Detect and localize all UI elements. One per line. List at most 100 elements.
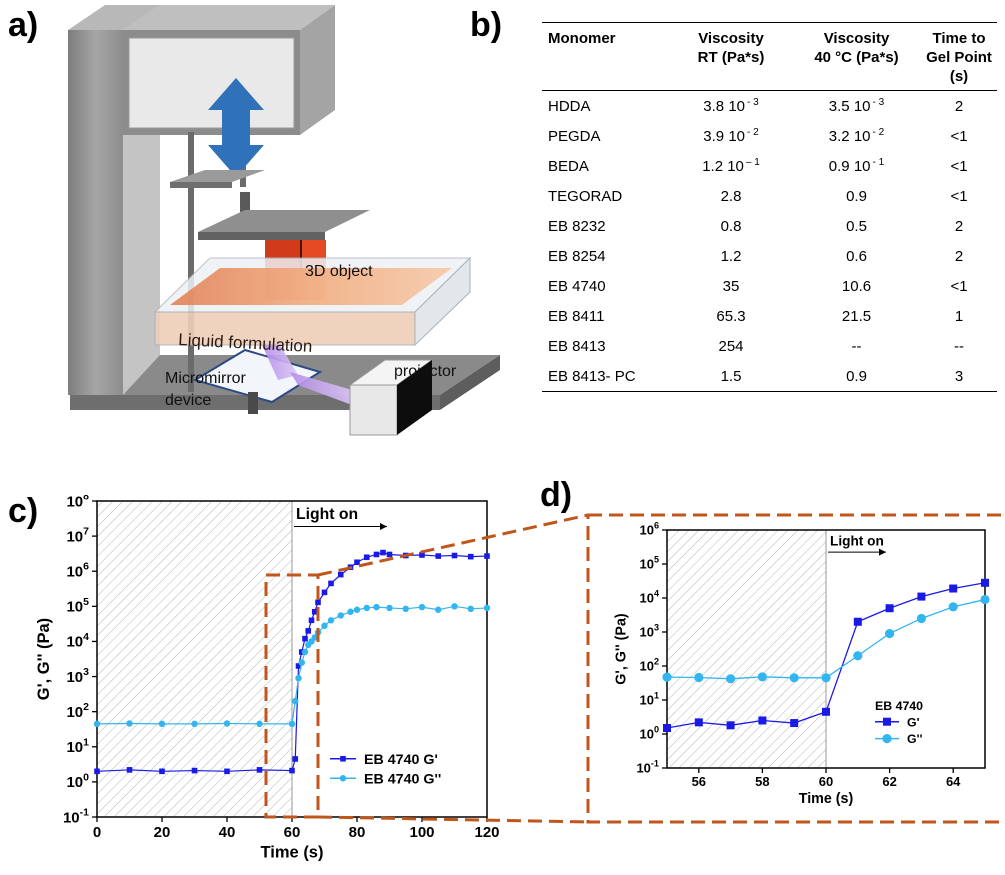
point-gprime [822,707,830,716]
cell-gel-time: 2 [954,217,964,235]
cell-viscosity-rt: 2.8 [720,187,742,205]
point-gdouble [321,622,328,629]
point-gdouble [980,594,990,605]
panel-label-c: c) [8,492,39,530]
point-gdouble [301,648,309,656]
point-gprime [758,716,767,725]
column-top [68,5,160,30]
dark-region [667,530,826,768]
monomer-table: Monomer Viscosity RT (Pa*s) Viscosity 40 °… [542,22,997,392]
cell-gel-time: -- [954,337,964,355]
header-monomer: Monomer [548,30,616,47]
x-tick-label: 80 [349,824,366,841]
point-gprime [191,767,198,774]
y-tick-label: 104 [639,589,659,606]
cell-viscosity-40: 0.9 [846,187,867,205]
cell-viscosity-rt: 254 [718,337,744,355]
y-tick-label: 10-1 [63,807,89,827]
point-gdouble [726,674,736,684]
point-gdouble [821,673,831,683]
point-gprime [467,553,474,560]
cell-gel-time: 3 [954,367,964,385]
point-gdouble [757,672,767,682]
y-tick-label: 100 [639,725,659,742]
cell-viscosity-40: 10.6 [841,277,872,295]
base-plate-side [440,355,500,410]
y-tick-label: 103 [639,623,659,640]
x-tick-label: 62 [882,774,896,789]
cell-gel-time: 1 [954,307,964,325]
point-gprime [853,617,862,626]
point-gdouble [292,697,299,705]
x-tick-label: 20 [154,824,171,841]
cell-viscosity-40: 3.2 10- 2 [828,127,885,145]
cell-viscosity-rt: 35 [722,277,740,295]
header-viscosity-40: Viscosity 40 °C (Pa*s) [814,30,899,66]
vat-side [414,256,471,347]
x-tick-label: 60 [819,774,833,789]
point-gprime [224,768,230,775]
point-gdouble [386,604,393,612]
table-row: TEGORAD 2.8 0.9 <1 [542,181,997,211]
point-gprime [126,767,133,773]
point-gdouble [93,720,101,728]
y-axis-label: G', G'' (Pa) [35,618,53,700]
point-gprime [328,580,334,587]
point-gprime [292,756,299,762]
printer-illustration: 3D object Liquid formulation projector M… [68,5,500,436]
y-tick-label: 106 [639,521,659,538]
cell-viscosity-40: 3.5 10- 3 [828,97,885,115]
column-front [68,30,123,395]
x-axis-label: Time (s) [261,844,324,862]
point-gdouble [158,720,166,728]
point-gdouble [467,605,474,613]
point-gprime [663,724,671,733]
cell-monomer: EB 8232 [548,217,606,235]
point-gprime [159,768,165,775]
cell-monomer: EB 8413 [548,337,606,355]
cell-viscosity-40: 0.6 [846,247,867,265]
point-gdouble [662,672,672,682]
light-beam-up [262,345,298,380]
table-row: PEGDA 3.9 10- 2 3.2 10- 2 <1 [542,121,997,151]
light-on-arrowhead [380,523,387,530]
cell-viscosity-rt: 3.9 10- 2 [703,127,759,145]
point-gprime [321,589,328,596]
chart-d: 56 58 60 62 64 10-1 100 101 102 103 104 105 106 Time … [613,521,990,807]
point-gdouble [483,604,491,612]
point-gprime [373,551,380,558]
projector-side [397,360,432,435]
point-gdouble [347,608,354,615]
panel-label-a: a) [8,6,39,44]
table-row: EB 8413- PC 1.5 0.9 3 [542,361,997,392]
legend-marker-square [883,717,891,726]
point-gprime [386,551,393,558]
point-gprime [435,553,442,559]
y-tick-label: 106 [66,561,89,581]
cell-monomer: EB 8254 [548,247,606,265]
cell-gel-time: <1 [950,187,968,205]
table-row: EB 8254 1.2 0.6 2 [542,241,997,271]
build-plate-front [198,232,325,240]
projector-front [349,384,398,436]
point-gdouble [373,603,380,611]
cell-monomer: BEDA [548,157,589,175]
y-tick-label: 102 [66,701,89,721]
cell-viscosity-rt: 3.8 10- 3 [703,97,759,115]
point-gprime [694,718,703,727]
point-gdouble [435,606,442,613]
point-gdouble [295,674,302,682]
small-plate [170,170,265,182]
header-viscosity-rt: Viscosity RT (Pa*s) [697,30,765,66]
point-gdouble [885,628,895,639]
light-on-label: Light on [296,506,358,523]
point-gdouble [789,673,799,683]
point-gprime [419,552,425,558]
cell-viscosity-40: 0.5 [846,217,867,235]
cell-monomer: PEGDA [548,127,601,145]
build-plate-stem [240,192,250,212]
y-tick-label: 100 [66,771,89,791]
cell-viscosity-rt: 1.2 10– 1 [702,157,760,175]
cell-viscosity-40: 21.5 [841,307,872,325]
y-tick-label: 102 [639,657,659,674]
